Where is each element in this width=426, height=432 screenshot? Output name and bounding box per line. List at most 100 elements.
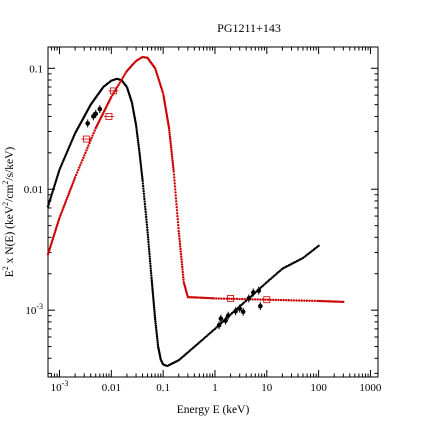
red_model-dot	[82, 156, 85, 159]
red_model-dot	[50, 240, 54, 243]
black_model-dot	[141, 175, 144, 179]
red_model-dot	[217, 297, 221, 300]
black_model-dot	[67, 146, 71, 150]
red_model-dot	[86, 146, 89, 150]
red_model-dot	[69, 188, 72, 191]
red_model-dot	[178, 235, 181, 238]
black_model-dot	[146, 235, 150, 239]
black_model-dot	[137, 145, 140, 148]
red_model-dot	[168, 129, 171, 132]
red_model-dot	[67, 192, 71, 195]
black_model-dot	[141, 179, 144, 183]
red_model-dot	[168, 131, 171, 134]
red_model-dot	[47, 251, 50, 254]
red_model-dot	[176, 212, 179, 215]
red_model-dot	[176, 218, 179, 221]
red_model-dot	[319, 299, 323, 303]
red_model-dot	[70, 186, 73, 189]
red_model-dot	[176, 215, 179, 218]
red_model-dot	[118, 82, 121, 85]
red_model-dot	[331, 300, 334, 303]
red_model-dot	[68, 190, 71, 193]
black_model-dot	[152, 304, 156, 308]
red_model-dot	[186, 294, 189, 297]
red_model-dot	[182, 281, 185, 284]
black_model-dot	[275, 272, 279, 275]
red_model-dot	[277, 298, 280, 302]
black_model-dot	[149, 262, 152, 265]
black_model-dot	[60, 163, 64, 166]
red_model-dot	[87, 144, 90, 147]
red_model-dot	[169, 139, 172, 143]
red_model-dot	[170, 152, 174, 156]
black_model-dot	[142, 190, 145, 193]
red_model-dot	[47, 249, 51, 252]
black_model-dot	[73, 133, 76, 137]
red_model-dot	[182, 278, 185, 281]
black_model-dot	[145, 220, 148, 224]
red_model-dot	[159, 84, 162, 87]
black_model-dot	[58, 168, 61, 171]
red_model-dot	[66, 194, 70, 197]
black_model-dot	[138, 155, 142, 159]
black_model-dot	[193, 345, 196, 348]
red-data-point	[227, 295, 234, 302]
red_model-dot	[53, 233, 56, 236]
black_model-dot	[150, 274, 153, 277]
black-data-point	[93, 111, 99, 117]
black_model-dot	[135, 132, 139, 136]
black_model-dot	[138, 153, 141, 157]
red_model-dot	[51, 238, 54, 241]
red_model-dot	[170, 155, 174, 158]
black_model-dot	[244, 299, 248, 303]
red_model-dot	[55, 225, 58, 229]
red_model-dot	[188, 296, 191, 299]
red_model-dot	[63, 202, 67, 205]
red_model-curve	[46, 55, 345, 304]
black-data-point	[256, 288, 262, 293]
red_model-dot	[174, 194, 177, 197]
red_model-dot	[155, 70, 158, 74]
black_model-dot	[62, 159, 65, 162]
red_model-dot	[153, 67, 157, 70]
data-points	[81, 87, 272, 330]
black-data-point	[225, 313, 231, 318]
black_model-dot	[140, 169, 143, 173]
black_model-dot	[269, 277, 272, 281]
red_model-dot	[272, 298, 275, 302]
black_model-dot	[153, 318, 157, 321]
black_model-dot	[215, 326, 218, 329]
red_model-dot	[169, 144, 173, 147]
red_model-dot	[173, 176, 176, 179]
red_model-dot	[89, 139, 92, 142]
red_model-dot	[240, 297, 244, 301]
red_model-dot	[210, 297, 214, 300]
black_model-dot	[68, 144, 71, 148]
red_model-dot	[181, 268, 184, 271]
black_model-dot	[72, 135, 75, 139]
red_model-dot	[179, 245, 182, 248]
black_model-dot	[59, 164, 63, 168]
y-tick-label: 0.01	[24, 184, 43, 196]
red_model-dot	[172, 168, 175, 171]
red_model-dot	[54, 227, 58, 230]
red_model-dot	[169, 142, 172, 145]
black_model-dot	[154, 324, 158, 327]
red_model-dot	[61, 208, 64, 211]
red_model-dot	[336, 300, 339, 303]
model-curves	[46, 55, 345, 368]
x-tick-label: 1000	[359, 382, 382, 394]
red_model-dot	[174, 188, 177, 191]
red_model-dot	[66, 196, 69, 199]
red_model-dot	[173, 182, 176, 185]
red_model-dot	[167, 126, 171, 130]
black_model-dot	[152, 296, 155, 300]
red_model-dot	[310, 299, 314, 303]
red_model-dot	[230, 297, 233, 301]
black_model-dot	[141, 184, 145, 188]
red_model-dot	[76, 168, 80, 172]
black_model-dot	[317, 244, 320, 248]
red_model-dot	[215, 297, 218, 300]
black_model-dot	[50, 194, 53, 197]
